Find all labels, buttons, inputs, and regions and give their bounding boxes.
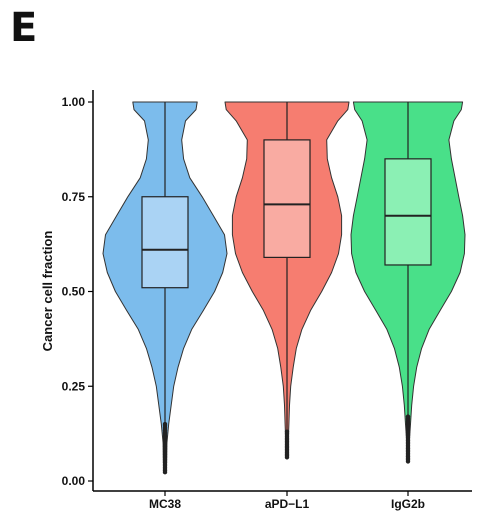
panel-label: E [10, 5, 38, 51]
x-tick-label: aPD−L1 [265, 497, 310, 511]
outlier-point [162, 470, 168, 475]
y-tick-label: 0.00 [62, 474, 86, 488]
box-apd-l1 [263, 139, 311, 258]
y-tick-label: 1.00 [62, 95, 86, 109]
violin-group-mc38 [102, 101, 228, 475]
outlier-point [405, 459, 411, 464]
x-tick-label: IgG2b [391, 497, 425, 511]
y-tick-label: 0.50 [62, 285, 86, 299]
violin-group-apd-l1 [224, 101, 350, 460]
box-igg2b [384, 158, 432, 266]
box-mc38 [141, 196, 189, 289]
outlier-point [284, 455, 290, 460]
x-tick-label: MC38 [149, 497, 181, 511]
axes-layer: 0.00 0.25 0.50 0.75 1.00 MC38 aPD−L1 IgG2b [62, 90, 472, 511]
y-axis-title: Cancer cell fraction [40, 231, 55, 352]
violin-group-igg2b [350, 101, 466, 464]
y-tick-label: 0.25 [62, 379, 86, 393]
outliers-mc38 [162, 421, 168, 475]
violins-layer [102, 101, 466, 475]
outliers-apd-l1 [284, 429, 290, 460]
y-tick-label: 0.75 [62, 190, 86, 204]
outliers-igg2b [405, 414, 411, 464]
